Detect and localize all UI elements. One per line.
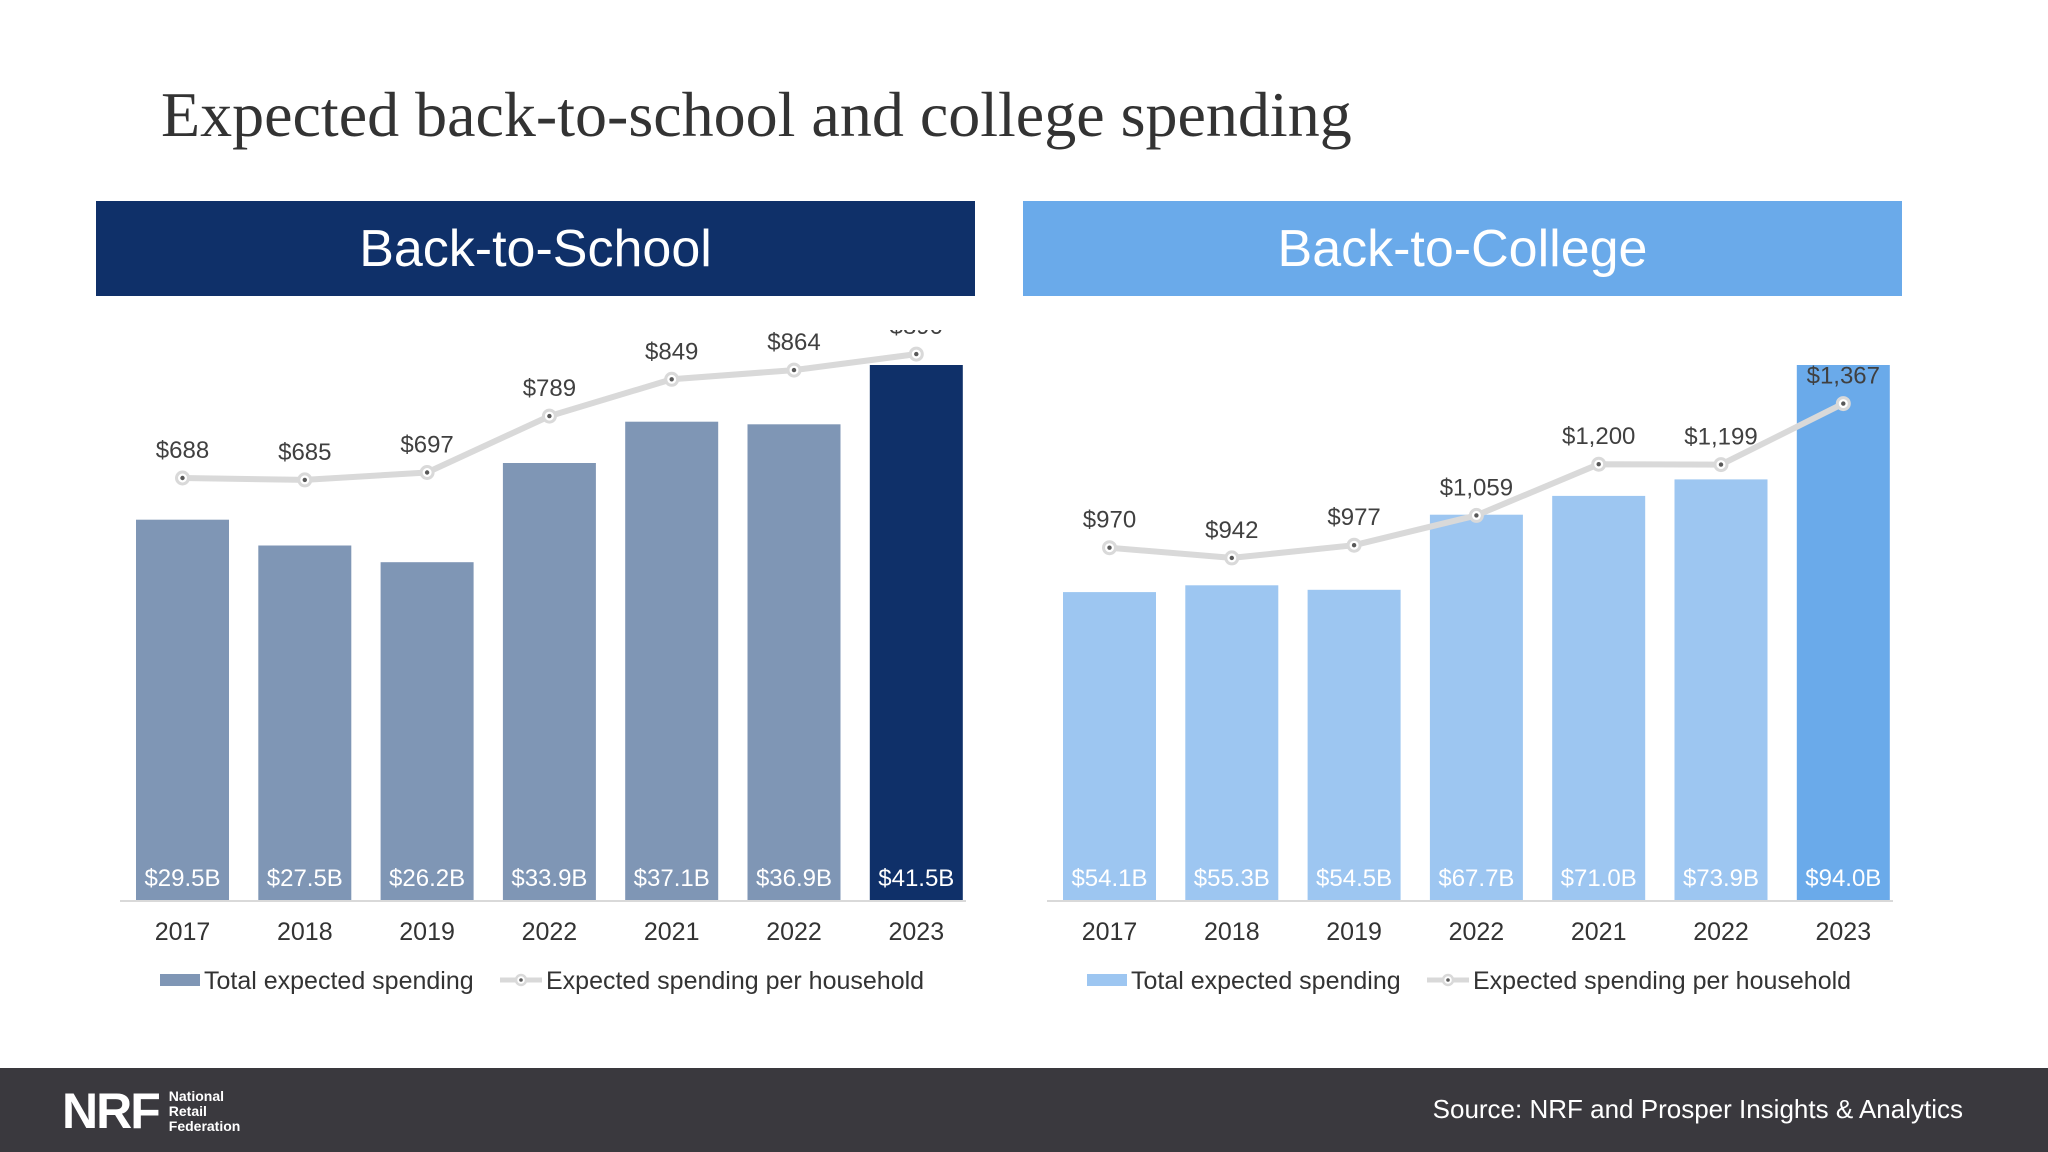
college-household-point-dot-1 [1229, 555, 1234, 561]
college-bar-label-4: $71.0B [1561, 865, 1637, 892]
college-household-label-1: $942 [1205, 517, 1258, 544]
school-household-label-1: $685 [278, 439, 331, 466]
college-bar-5 [1674, 479, 1768, 900]
school-x-tick-4: 2021 [644, 918, 700, 946]
school-household-point-dot-5 [791, 367, 797, 373]
school-bar-0 [136, 519, 229, 900]
school-legend-line-label: Expected spending per household [546, 967, 924, 995]
school-legend-line-marker-dot [519, 978, 523, 982]
school-bar-label-3: $33.9B [511, 865, 587, 892]
school-household-point-dot-2 [424, 470, 430, 475]
back-to-school-banner: Back-to-School [96, 201, 975, 296]
school-household-point-dot-4 [669, 377, 674, 382]
college-x-tick-5: 2022 [1693, 918, 1749, 946]
source-note: Source: NRF and Prosper Insights & Analy… [1432, 1094, 1963, 1124]
school-legend-bar-swatch [160, 974, 200, 986]
college-x-tick-2: 2019 [1326, 918, 1382, 946]
school-bar-6 [869, 365, 963, 900]
school-household-label-4: $849 [645, 338, 698, 365]
school-bar-label-0: $29.5B [144, 865, 220, 892]
back-to-college-banner: Back-to-College [1023, 201, 1902, 296]
nrf-logo-wordmark: National Retail Federation [168, 1087, 241, 1134]
school-household-point-dot-0 [180, 475, 185, 481]
college-legend-bar-label: Total expected spending [1131, 967, 1401, 995]
school-bar-2 [380, 562, 474, 900]
school-bar-5 [747, 424, 841, 900]
school-bar-label-6: $41.5B [878, 865, 954, 892]
nrf-logo: NRF National Retail Federation [62, 1083, 241, 1139]
college-household-point-dot-5 [1718, 462, 1724, 467]
college-household-point-dot-2 [1351, 543, 1357, 548]
college-household-point-dot-0 [1107, 545, 1112, 550]
college-bar-1 [1185, 585, 1279, 900]
college-household-label-3: $1,059 [1440, 474, 1513, 501]
college-legend-line-label: Expected spending per household [1473, 967, 1851, 995]
school-x-tick-3: 2022 [522, 918, 578, 946]
college-bar-label-3: $67.7B [1438, 865, 1514, 892]
college-bar-4 [1552, 495, 1646, 900]
school-bar-label-1: $27.5B [267, 865, 343, 892]
college-household-label-4: $1,200 [1562, 423, 1635, 450]
college-bar-2 [1307, 589, 1401, 900]
page-title: Expected back-to-school and college spen… [161, 79, 1352, 150]
back-to-college-chart: $54.1B $55.3B $54.5B $67.7B $71.0B $73.9B $94.… [1047, 363, 1893, 995]
footer-bar: NRF National Retail Federation Source: N… [0, 1068, 2048, 1152]
school-household-label-5: $864 [767, 330, 820, 356]
school-household-point-dot-6 [914, 351, 919, 357]
college-bar-label-5: $73.9B [1683, 865, 1759, 892]
college-x-tick-0: 2017 [1082, 918, 1138, 946]
college-legend-bar-swatch [1087, 974, 1127, 986]
college-bar-label-0: $54.1B [1071, 865, 1147, 892]
college-x-tick-4: 2021 [1571, 918, 1627, 946]
college-bar-6 [1796, 365, 1890, 900]
college-bar-3 [1429, 514, 1523, 900]
logo-line-federation: Federation [168, 1117, 241, 1134]
college-bar-label-2: $54.5B [1316, 865, 1392, 892]
college-household-label-2: $977 [1327, 504, 1380, 531]
college-legend-line-marker-dot [1446, 978, 1450, 982]
school-x-tick-0: 2017 [155, 918, 211, 946]
college-household-point-dot-3 [1474, 513, 1479, 518]
school-bar-4 [625, 421, 719, 900]
school-legend-bar-label: Total expected spending [204, 967, 474, 995]
school-bar-3 [502, 463, 596, 900]
school-bar-1 [258, 545, 352, 900]
school-x-tick-1: 2018 [277, 918, 333, 946]
school-x-tick-2: 2019 [399, 918, 455, 946]
back-to-school-chart: $29.5B $27.5B $26.2B $33.9B $37.1B $36.9B $41.… [120, 330, 966, 995]
school-bar-label-2: $26.2B [389, 865, 465, 892]
school-household-label-3: $789 [523, 375, 576, 402]
school-x-tick-6: 2023 [888, 918, 944, 946]
logo-line-retail: Retail [168, 1102, 207, 1119]
school-household-point-dot-3 [547, 413, 552, 419]
school-household-label-0: $688 [156, 437, 209, 464]
college-bar-label-1: $55.3B [1194, 865, 1270, 892]
school-x-tick-5: 2022 [766, 918, 822, 946]
school-household-label-6: $890 [890, 330, 943, 340]
nrf-logo-mark: NRF [62, 1083, 161, 1139]
college-bar-label-6: $94.0B [1805, 865, 1881, 892]
college-x-tick-6: 2023 [1815, 918, 1871, 946]
school-household-label-2: $697 [400, 432, 453, 459]
college-household-label-6: $1,367 [1807, 363, 1880, 390]
college-x-tick-3: 2022 [1449, 918, 1505, 946]
college-x-tick-1: 2018 [1204, 918, 1260, 946]
college-bar-0 [1063, 592, 1156, 900]
college-household-point-dot-4 [1596, 462, 1601, 467]
college-household-label-5: $1,199 [1684, 424, 1757, 451]
logo-line-national: National [168, 1087, 224, 1104]
college-household-point-dot-6 [1841, 401, 1846, 406]
college-household-label-0: $970 [1083, 507, 1136, 534]
school-bar-label-4: $37.1B [634, 865, 710, 892]
school-household-point-dot-1 [302, 477, 307, 483]
school-bar-label-5: $36.9B [756, 865, 832, 892]
